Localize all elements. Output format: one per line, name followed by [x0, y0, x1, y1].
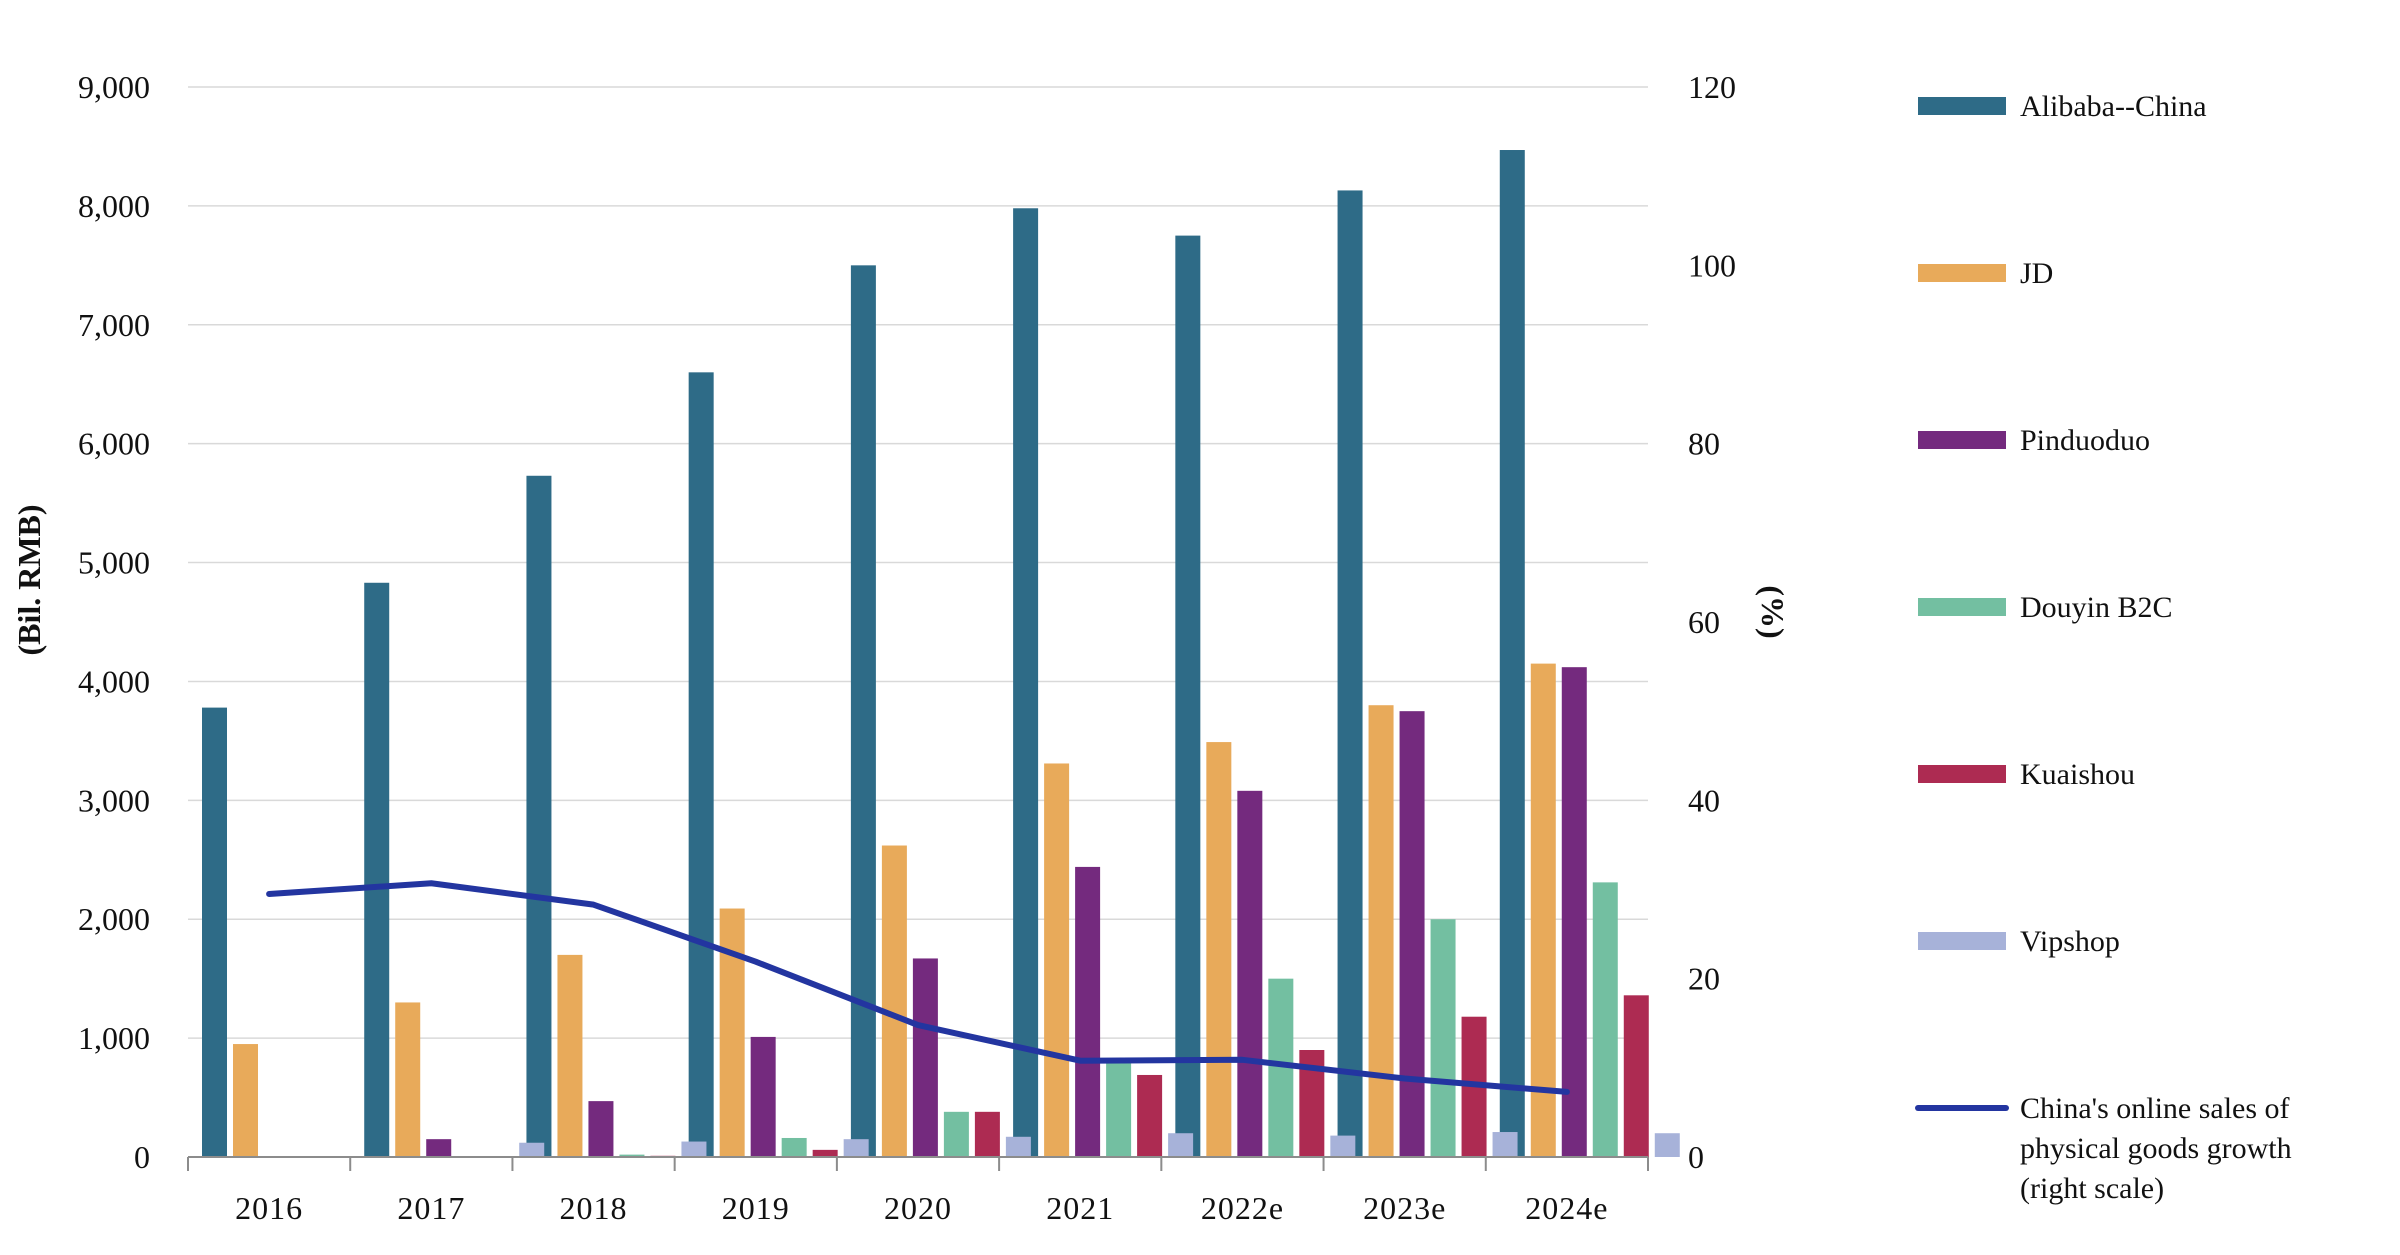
legend-label: Douyin B2C	[2020, 591, 2173, 624]
legend-label: Pinduoduo	[2020, 424, 2150, 457]
legend-swatch	[1918, 431, 2006, 449]
x-tick-label: 2020	[884, 1190, 952, 1226]
growth-line	[266, 880, 1570, 1095]
bar	[719, 908, 745, 1157]
y-tick-label-left: 9,000	[78, 69, 150, 105]
bar	[1337, 190, 1363, 1157]
x-tick-label: 2017	[397, 1190, 465, 1226]
bar	[1499, 150, 1525, 1157]
y-tick-label-left: 7,000	[78, 307, 150, 343]
bar	[688, 372, 714, 1157]
x-tick-label: 2019	[722, 1190, 790, 1226]
bar	[233, 1044, 258, 1157]
y-tick-label-left: 3,000	[78, 782, 150, 818]
y-tick-label-right: 60	[1688, 604, 1720, 640]
bar	[1368, 705, 1394, 1157]
x-tick-label: 2016	[235, 1190, 303, 1226]
y-axis-title-right: (%)	[1755, 585, 1791, 638]
x-tick-label: 2022e	[1201, 1190, 1284, 1226]
bar	[781, 1137, 807, 1157]
legend-label: Vipshop	[2020, 925, 2120, 958]
bar	[588, 1101, 614, 1157]
y-tick-label-right: 120	[1688, 69, 1736, 105]
axes	[187, 1156, 1649, 1171]
x-tick-label: 2023e	[1363, 1190, 1446, 1226]
y-tick-label-right: 40	[1688, 782, 1720, 818]
gridlines	[188, 86, 1648, 1039]
bar	[1013, 208, 1039, 1157]
bar	[1330, 1135, 1356, 1157]
y-tick-label-left: 6,000	[78, 426, 150, 462]
legend-swatch	[1918, 97, 2006, 115]
bar	[1530, 663, 1556, 1157]
bar	[364, 582, 390, 1157]
y-tick-label-left: 0	[134, 1139, 150, 1175]
x-tick-label: 2021	[1046, 1190, 1114, 1226]
legend-swatch	[1918, 765, 2006, 783]
bar	[750, 1036, 776, 1157]
legend-swatch	[1918, 598, 2006, 616]
y-axis-title-left: (Bil. RMB)	[11, 504, 47, 655]
bar	[912, 958, 938, 1157]
y-tick-label-right: 80	[1688, 426, 1720, 462]
bar	[1654, 1133, 1680, 1157]
bar	[1399, 711, 1425, 1157]
y-tick-label-left: 8,000	[78, 188, 150, 224]
bar	[1623, 995, 1649, 1157]
bar	[519, 1142, 545, 1157]
bar	[395, 1002, 421, 1157]
bar	[1175, 235, 1201, 1158]
bar	[1137, 1074, 1163, 1157]
y-tick-label-left: 2,000	[78, 901, 150, 937]
bar	[557, 954, 583, 1157]
bar	[526, 475, 552, 1157]
legend: Alibaba--China JD Pinduoduo Douyin B2C Kuais…	[1915, 90, 2292, 1205]
legend-label: Alibaba--China	[2020, 90, 2207, 123]
bar	[426, 1139, 452, 1157]
bar	[1430, 919, 1456, 1157]
legend-swatch	[1918, 264, 2006, 282]
y-tick-label-left: 5,000	[78, 545, 150, 581]
bar	[1492, 1132, 1518, 1157]
bar	[1168, 1133, 1194, 1157]
bar	[202, 707, 227, 1157]
legend-label: Kuaishou	[2020, 758, 2135, 791]
y-tick-label-right: 0	[1688, 1139, 1704, 1175]
x-tick-label: 2024e	[1525, 1190, 1608, 1226]
legend-label: physical goods growth	[2020, 1132, 2292, 1165]
bar	[1044, 763, 1070, 1157]
bar	[619, 1154, 645, 1157]
bars	[202, 150, 1680, 1158]
bar	[943, 1111, 969, 1157]
tick-labels: 0 1,000 2,000 3,000 4,000 5,000 6,000 7,000 8,00…	[78, 69, 1736, 1226]
legend-label: China's online sales of	[2020, 1092, 2290, 1125]
legend-swatch	[1918, 932, 2006, 950]
bar	[850, 265, 876, 1157]
legend-label: JD	[2020, 257, 2053, 290]
bar	[812, 1149, 838, 1157]
bar	[1561, 667, 1587, 1157]
y-tick-label-left: 4,000	[78, 663, 150, 699]
bar	[1005, 1136, 1031, 1157]
bar	[1106, 1059, 1132, 1157]
y-tick-label-right: 100	[1688, 247, 1736, 283]
x-tick-label: 2018	[560, 1190, 628, 1226]
bar	[974, 1111, 1000, 1157]
bar	[1237, 790, 1263, 1157]
y-tick-label-left: 1,000	[78, 1020, 150, 1056]
bar	[1206, 742, 1232, 1157]
bar	[843, 1139, 869, 1157]
legend-label: (right scale)	[2020, 1172, 2164, 1205]
y-tick-label-right: 20	[1688, 961, 1720, 997]
growth-line-layer	[266, 880, 1570, 1095]
bar	[1075, 866, 1101, 1157]
bar	[681, 1141, 707, 1157]
bar	[881, 845, 907, 1157]
bar	[1592, 882, 1618, 1157]
